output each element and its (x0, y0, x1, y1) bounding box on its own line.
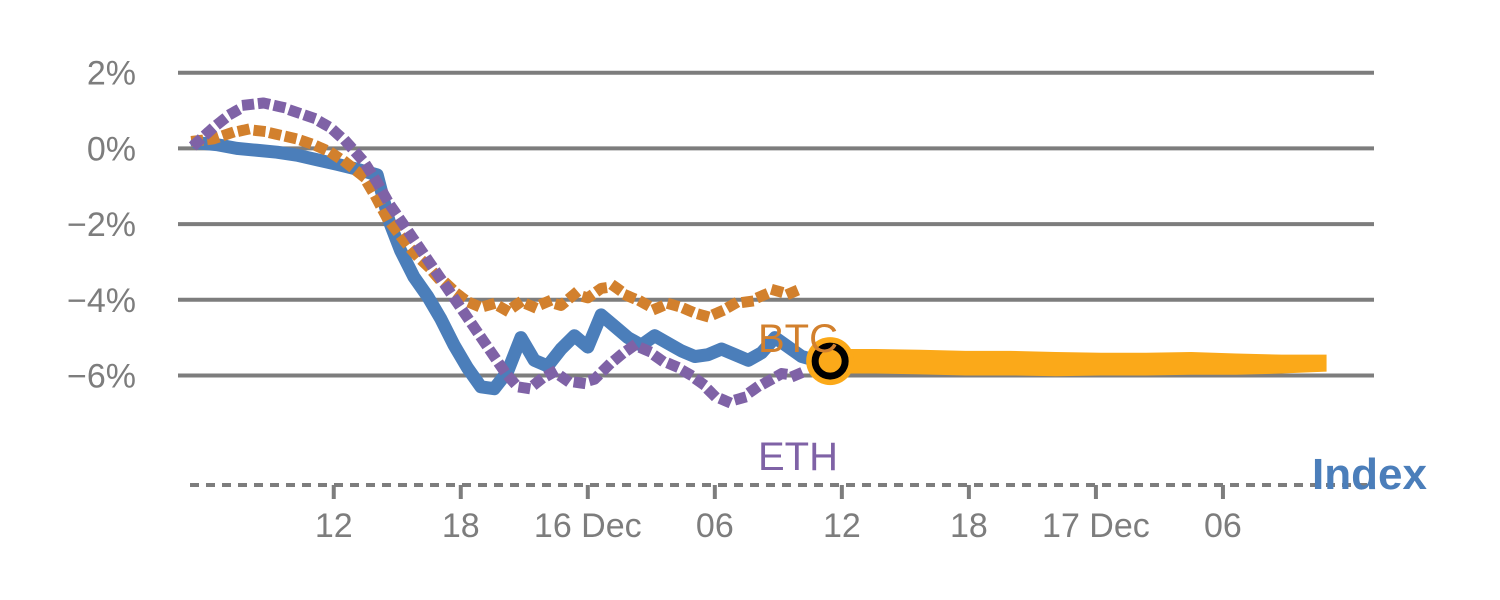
x-axis-tick-label: 18 (442, 507, 480, 545)
series-line-eth (188, 97, 816, 408)
x-axis-tick-label: 12 (315, 507, 353, 545)
y-axis-tick-label: −2% (67, 206, 136, 244)
forecast-band (830, 348, 1327, 377)
x-axis-tick-labels: 12 18 16 Dec 06 12 18 17 Dec 06 (315, 507, 1242, 545)
series-label-index: Index (1312, 450, 1427, 499)
y-axis-tick-labels: 2% 0% −2% −4% −6% (67, 55, 136, 396)
series-lines (188, 97, 835, 408)
x-axis-tick-marks (331, 485, 1225, 499)
x-axis-tick-label: 18 (950, 507, 988, 545)
y-axis-tick-label: 2% (87, 55, 136, 93)
series-line-index (190, 136, 835, 396)
y-axis-tick-label: −6% (67, 357, 136, 395)
y-axis-tick-label: 0% (87, 130, 136, 168)
x-axis-tick-label: 06 (696, 507, 734, 545)
x-axis-tick-label: 06 (1204, 507, 1242, 545)
y-axis-tick-label: −4% (67, 282, 136, 320)
series-labels: Index BTC ETH (758, 317, 1427, 499)
series-label-btc: BTC (758, 317, 838, 361)
forecast-band-area (830, 348, 1327, 377)
current-value-marker (806, 337, 855, 386)
marker-ring[interactable] (811, 342, 849, 380)
x-axis-tick-label: 16 Dec (534, 507, 642, 545)
series-label-eth: ETH (758, 435, 838, 479)
x-axis-tick-label: 12 (823, 507, 861, 545)
series-line-btc (190, 123, 809, 323)
x-axis-tick-label: 17 Dec (1042, 507, 1150, 545)
